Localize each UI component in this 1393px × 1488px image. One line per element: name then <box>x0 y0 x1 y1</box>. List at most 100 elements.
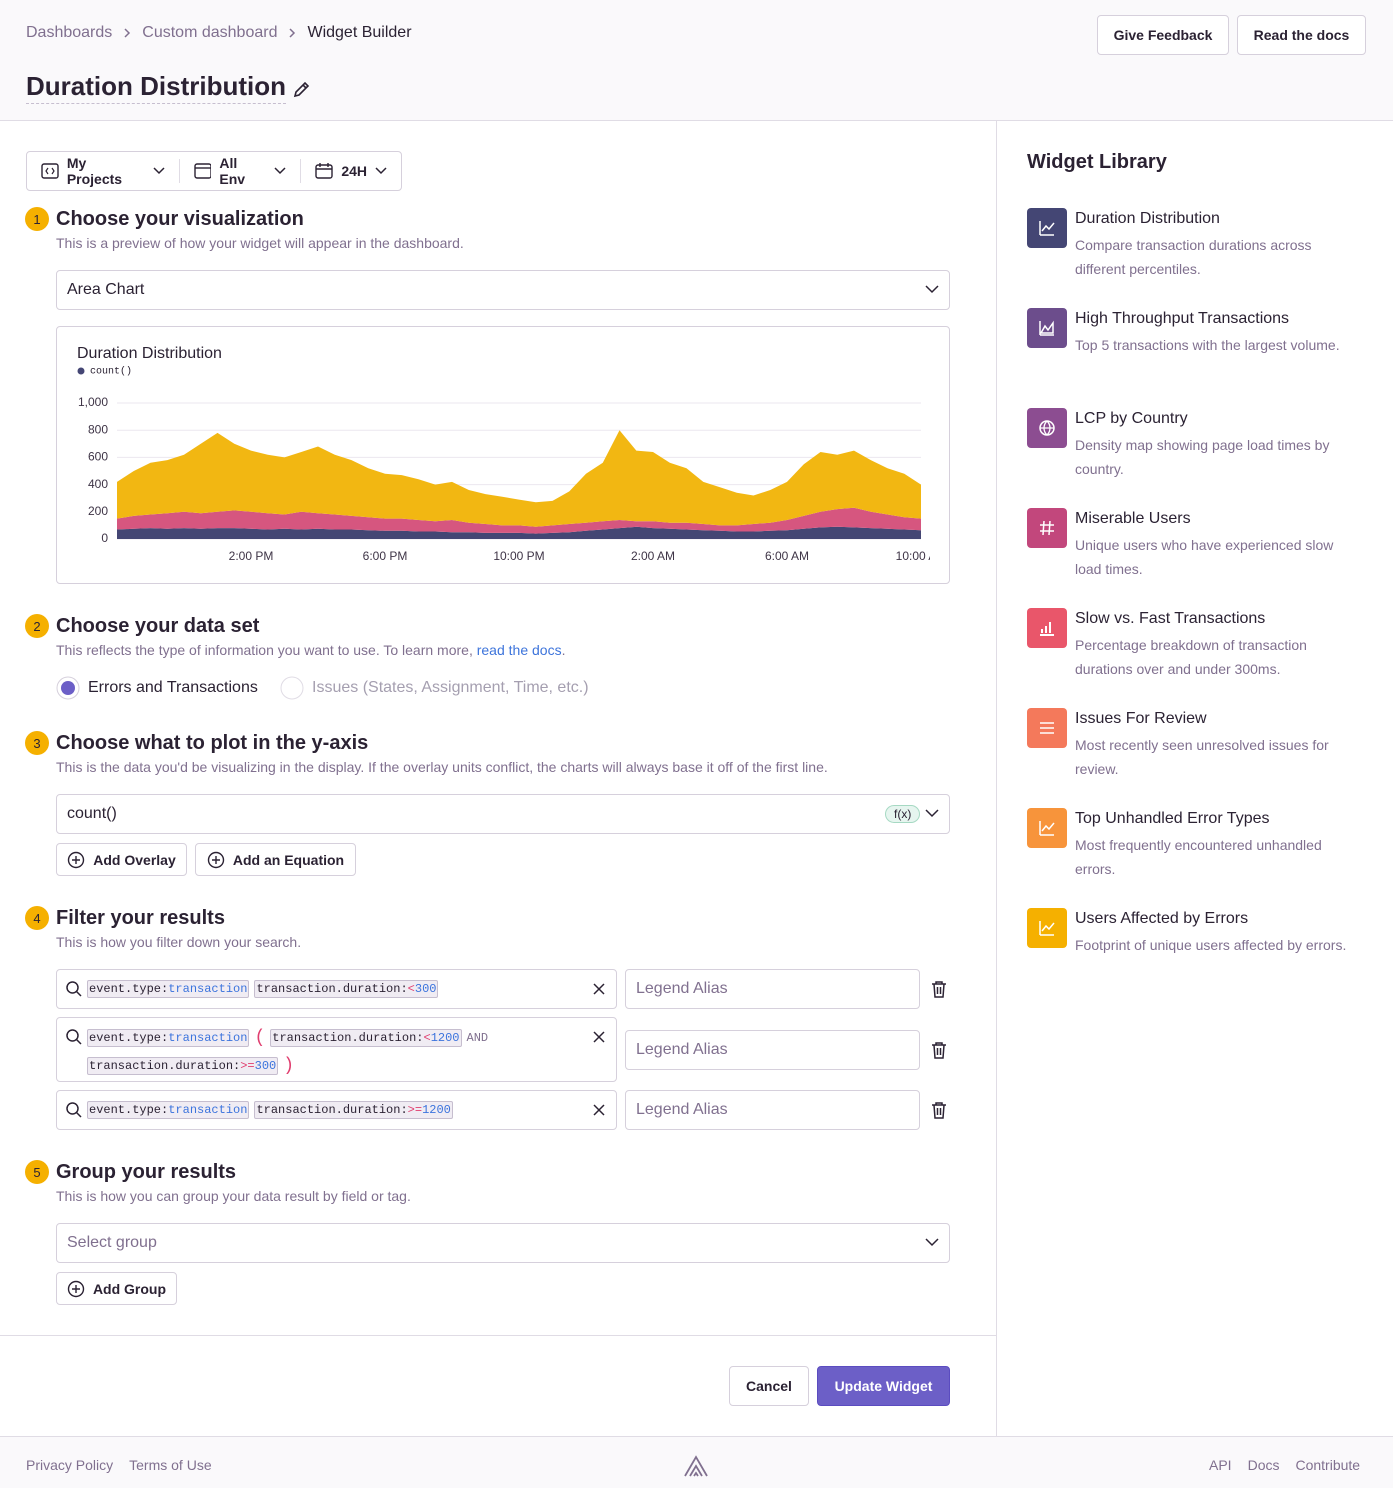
radio-option[interactable]: Errors and Transactions <box>56 676 258 700</box>
library-icon <box>1027 708 1067 748</box>
library-item-title[interactable]: Slow vs. Fast Transactions <box>1075 610 1266 627</box>
footer-link[interactable]: Docs <box>1247 1457 1280 1473</box>
token-key: event.type <box>89 1031 162 1045</box>
step-description: This is how you filter down your search. <box>56 934 302 950</box>
clear-icon[interactable] <box>593 983 605 995</box>
date-filter[interactable]: 24H <box>301 159 401 183</box>
query-paren: ( <box>254 1028 266 1048</box>
docs-button[interactable]: Read the docs <box>1237 15 1366 55</box>
step-description: This is how you can group your data resu… <box>56 1188 411 1204</box>
library-item-description: Compare transaction durations across dif… <box>1075 237 1312 277</box>
add-equation-button[interactable]: Add an Equation <box>195 843 356 876</box>
visualization-select[interactable]: Area Chart <box>56 270 950 310</box>
breadcrumb[interactable]: Dashboards <box>26 24 113 41</box>
x-tick-label: 10:00 PM <box>493 549 544 563</box>
page-title[interactable]: Duration Distribution <box>26 71 286 104</box>
step-description: This reflects the type of information yo… <box>56 642 565 658</box>
query-token: event.type:transaction <box>87 980 250 998</box>
button-label: Cancel <box>746 1378 792 1394</box>
environment-filter[interactable]: All Env <box>180 155 302 187</box>
chart-title: Duration Distribution <box>77 345 222 362</box>
clear-icon[interactable] <box>593 1031 605 1043</box>
step-description: This is a preview of how your widget wil… <box>56 235 464 251</box>
footer-link[interactable]: API <box>1209 1457 1232 1473</box>
radio-option[interactable]: Issues (States, Assignment, Time, etc.) <box>280 676 589 700</box>
cancel-button[interactable]: Cancel <box>729 1366 809 1406</box>
query-token: event.type:transaction <box>87 1029 250 1047</box>
library-icon <box>1027 808 1067 848</box>
filter-label: 24H <box>341 163 367 179</box>
update-button[interactable]: Update Widget <box>817 1366 950 1406</box>
library-icon <box>1027 908 1067 948</box>
library-item-description: Most recently seen unresolved issues for… <box>1075 737 1329 777</box>
icon-glyph <box>1039 921 1055 936</box>
trash-icon <box>932 981 946 998</box>
library-item-title[interactable]: Miserable Users <box>1075 510 1191 527</box>
add-overlay-button[interactable]: Add Overlay <box>56 843 187 876</box>
page-filter-bar: My Projects All Env 24H <box>26 151 402 191</box>
legend-alias-input[interactable]: Legend Alias <box>625 1090 920 1130</box>
token-operator: : <box>233 1059 241 1073</box>
query-input[interactable]: event.type:transaction transaction.durati… <box>56 969 617 1009</box>
group-select[interactable]: Select group <box>56 1223 950 1263</box>
token-operator: : <box>161 1103 169 1117</box>
logo <box>684 1455 708 1477</box>
library-item-title[interactable]: Users Affected by Errors <box>1075 910 1249 927</box>
footer-link[interactable]: Contribute <box>1295 1457 1361 1473</box>
library-item-description: Density map showing page load times by c… <box>1075 437 1330 477</box>
delete-button[interactable] <box>931 1041 947 1064</box>
breadcrumb[interactable]: Custom dashboard <box>142 24 278 41</box>
library-item-title[interactable]: Issues For Review <box>1075 710 1207 727</box>
query-token: event.type:transaction <box>87 1101 250 1119</box>
legend-marker <box>77 367 85 375</box>
token-key: event.type <box>89 982 162 996</box>
library-title: Widget Library <box>1027 151 1167 173</box>
token-value: transaction <box>168 1103 248 1117</box>
footer-link[interactable]: Privacy Policy <box>26 1457 114 1473</box>
step-badge: 2 <box>25 614 49 638</box>
search-icon <box>66 1029 82 1045</box>
token-operator: : <box>400 1103 408 1117</box>
token-operator: : <box>400 982 408 996</box>
delete-button[interactable] <box>931 1101 947 1124</box>
library-item-title[interactable]: LCP by Country <box>1075 410 1188 427</box>
docs-link[interactable]: read the docs <box>476 642 562 658</box>
query-input[interactable]: event.type:transaction(transaction.durat… <box>56 1017 617 1082</box>
token-key: transaction.duration <box>256 1103 401 1117</box>
library-item-title[interactable]: Top Unhandled Error Types <box>1075 810 1270 827</box>
library-icon <box>1027 208 1067 248</box>
query-operator: AND <box>466 1031 489 1045</box>
step-badge: 1 <box>25 207 49 231</box>
y-tick-label: 1,000 <box>78 395 108 409</box>
library-item-description: Most frequently encountered unhandled er… <box>1075 837 1322 877</box>
add-group-button[interactable]: Add Group <box>56 1272 177 1305</box>
query-input[interactable]: event.type:transaction transaction.durati… <box>56 1090 617 1130</box>
step-title: Choose what to plot in the y-axis <box>56 732 369 754</box>
edit-icon[interactable] <box>292 79 312 99</box>
footer-left: Privacy Policy Terms of Use <box>26 1457 212 1473</box>
y-tick-label: 600 <box>88 450 108 464</box>
library-item-title[interactable]: High Throughput Transactions <box>1075 310 1290 327</box>
sidebar-divider <box>996 121 997 1436</box>
clear-icon[interactable] <box>593 1104 605 1116</box>
actions-divider <box>0 1335 996 1336</box>
footer-link[interactable]: Terms of Use <box>129 1457 212 1473</box>
trash-icon <box>932 1102 946 1119</box>
yaxis-field[interactable]: count() f(x) <box>56 794 950 834</box>
library-item-description: Unique users who have experienced slow l… <box>1075 537 1334 577</box>
plus-icon <box>67 1280 85 1297</box>
library-item-title[interactable]: Duration Distribution <box>1075 210 1220 227</box>
chevron <box>925 1238 939 1247</box>
description-text: . <box>561 642 566 658</box>
legend-alias-input[interactable]: Legend Alias <box>625 1029 920 1070</box>
field-value: count() <box>67 805 117 822</box>
delete-button[interactable] <box>931 980 947 1003</box>
feedback-button[interactable]: Give Feedback <box>1097 15 1229 55</box>
description-text: This reflects the type of information yo… <box>56 642 477 658</box>
environment-icon <box>193 163 212 179</box>
chevron <box>153 167 165 175</box>
breadcrumb-separator <box>289 28 296 38</box>
project-filter[interactable]: My Projects <box>27 155 180 187</box>
legend-alias-input[interactable]: Legend Alias <box>625 969 920 1009</box>
select-placeholder: Select group <box>67 1234 157 1251</box>
